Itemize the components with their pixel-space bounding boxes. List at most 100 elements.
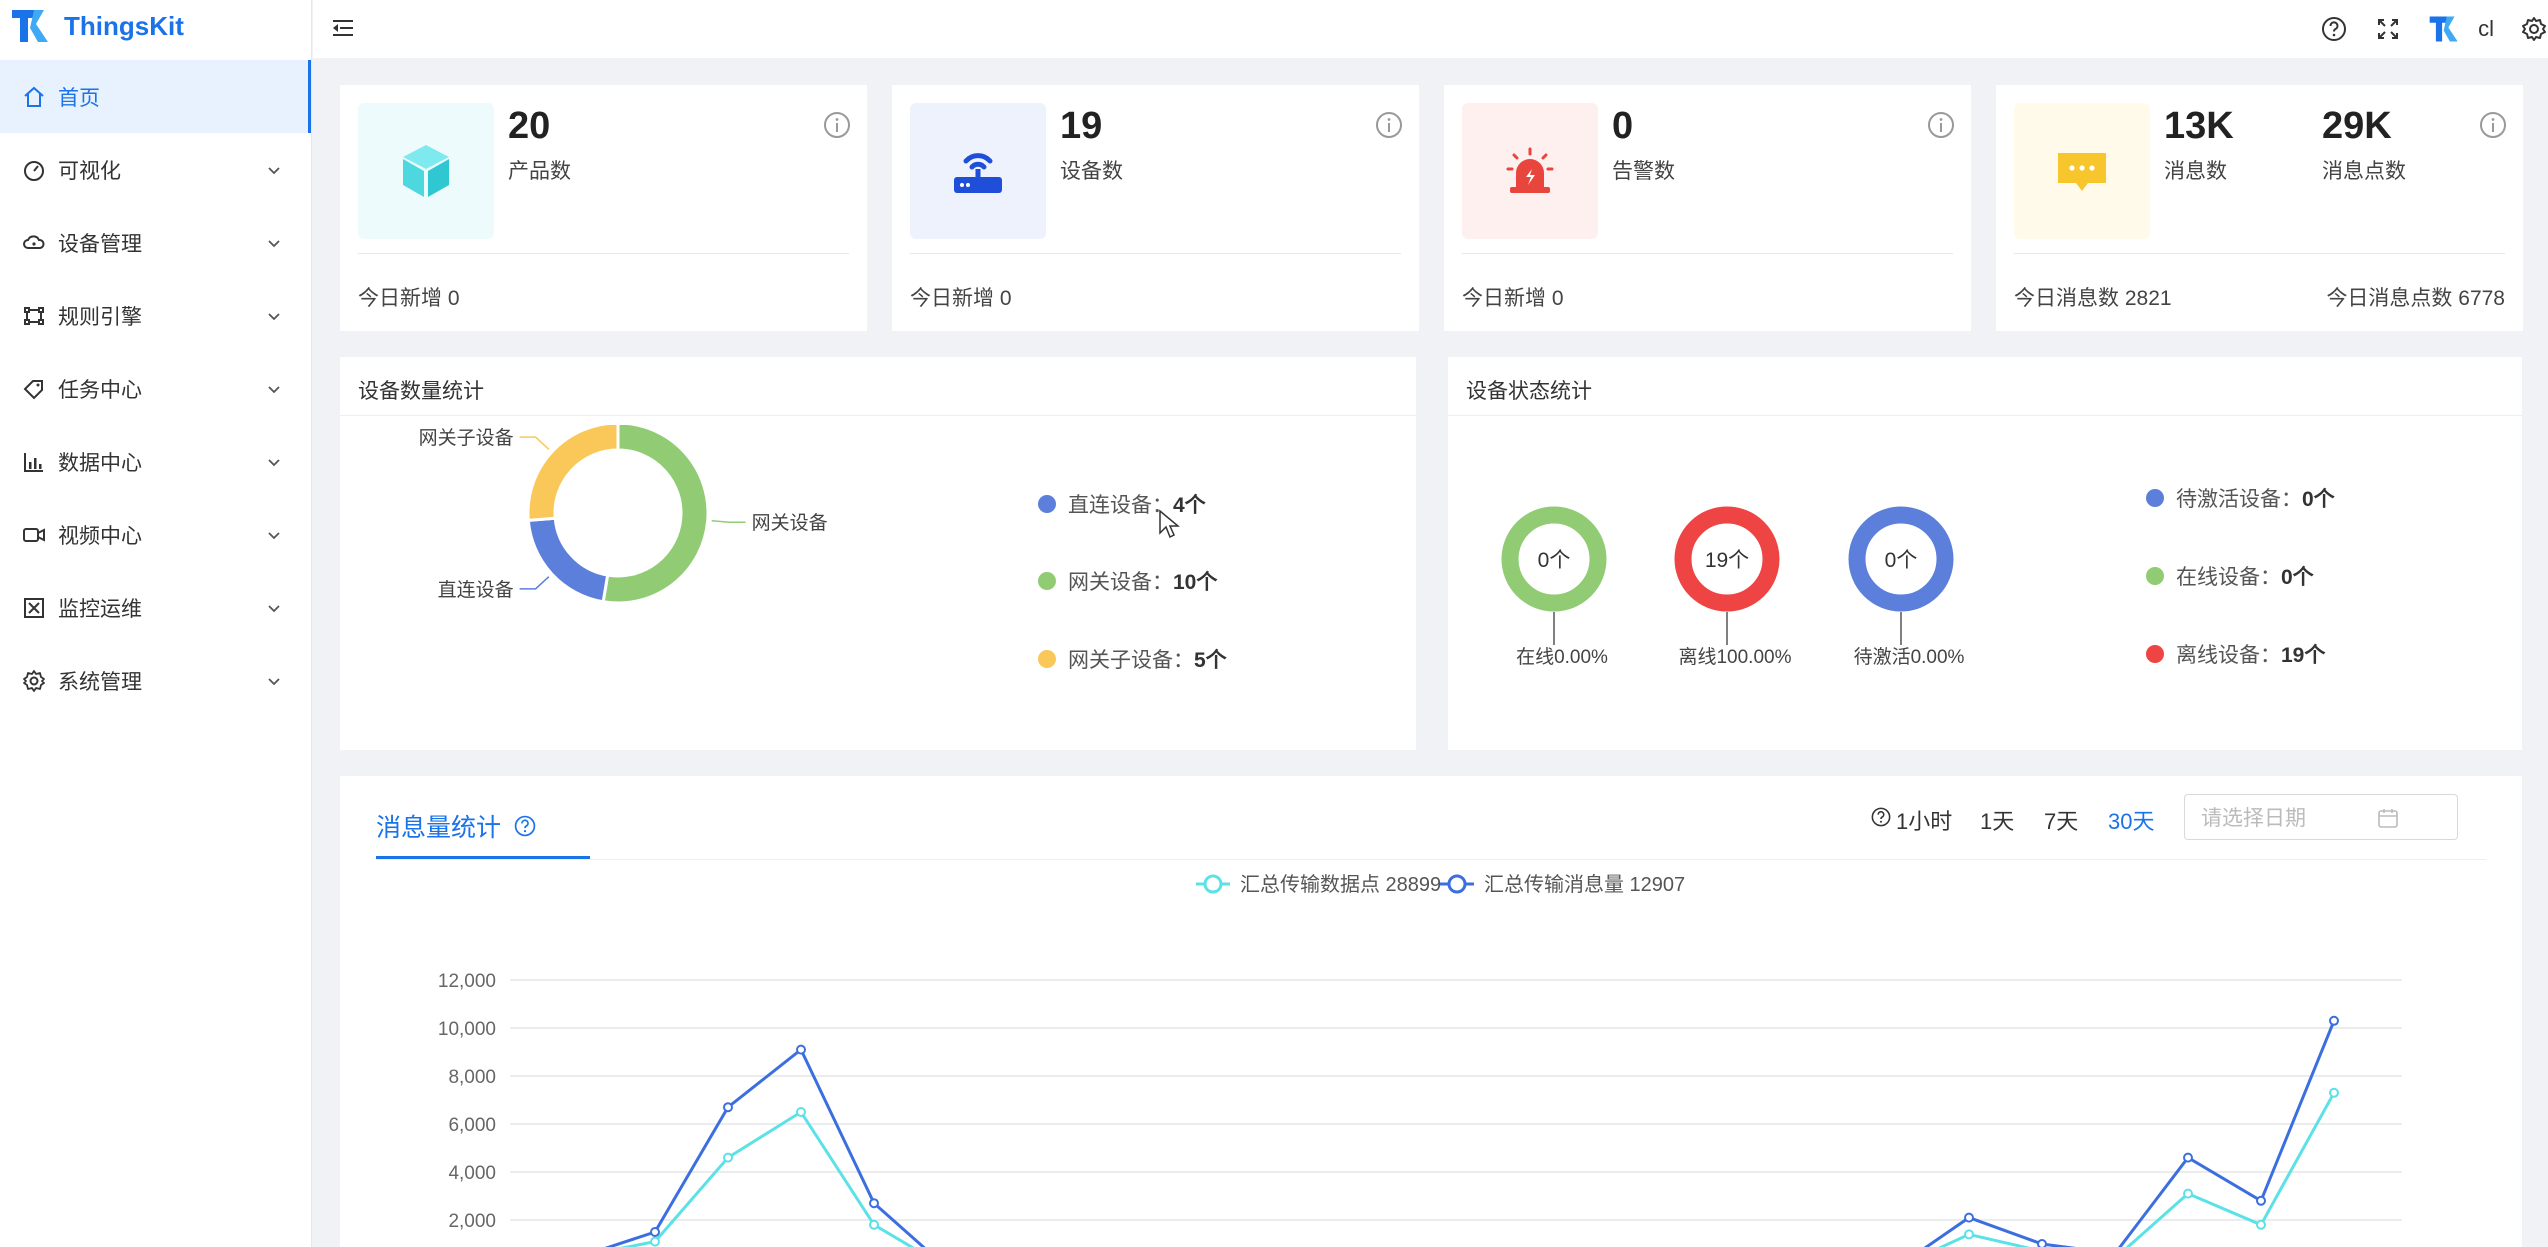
date-placeholder: 请选择日期 bbox=[2201, 807, 2306, 830]
pie-label: 直连设备 bbox=[438, 579, 514, 601]
help-icon[interactable] bbox=[2320, 15, 2348, 43]
alarm-stat-card: 0 告警数 今日新增 0 bbox=[1444, 85, 1971, 331]
sidebar-item-2[interactable]: 设备管理 bbox=[0, 206, 311, 279]
sidebar-item-1[interactable]: 可视化 bbox=[0, 133, 311, 206]
status-ring bbox=[1674, 506, 1780, 612]
monitor-icon bbox=[24, 597, 44, 618]
home-icon bbox=[24, 86, 44, 107]
tag-icon bbox=[23, 379, 43, 399]
legend-label: 网关子设备： bbox=[1068, 649, 1194, 672]
range-1h[interactable]: 1小时 bbox=[1896, 809, 1953, 834]
range-30d[interactable]: 30天 bbox=[2108, 809, 2155, 834]
sidebar-item-0[interactable]: 首页 bbox=[0, 60, 311, 133]
divider bbox=[376, 859, 2486, 860]
device-count: 19 bbox=[1060, 105, 1103, 147]
legend-label: 汇总传输消息量 12907 bbox=[1484, 873, 1685, 896]
info-icon[interactable] bbox=[1375, 111, 1403, 139]
data-point bbox=[2256, 1219, 2266, 1230]
legend-item: 网关子设备： 5个 bbox=[1038, 644, 1227, 674]
gear-icon bbox=[23, 669, 45, 692]
status-ring bbox=[1501, 506, 1607, 612]
alarm-count-label: 告警数 bbox=[1612, 160, 1675, 183]
data-point bbox=[2329, 1087, 2339, 1098]
message-stat-panel: 消息量统计 1小时 1天 7天 30天 请选择日期 汇总传输数据点 28899 汇… bbox=[340, 776, 2522, 1247]
pie-slice bbox=[601, 425, 710, 605]
legend-label: 待激活设备： bbox=[2176, 488, 2302, 511]
data-point bbox=[796, 1044, 806, 1055]
data-point bbox=[2183, 1152, 2193, 1163]
video-icon bbox=[23, 527, 45, 542]
legend-dot bbox=[1038, 495, 1056, 513]
product-today: 今日新增 0 bbox=[358, 287, 460, 310]
sidebar-item-4[interactable]: 任务中心 bbox=[0, 352, 311, 425]
legend-label: 离线设备： bbox=[2176, 644, 2281, 667]
sidebar-item-label: 规则引擎 bbox=[58, 305, 142, 329]
ring-center-value: 0个 bbox=[1885, 549, 1918, 572]
sidebar-item-3[interactable]: 规则引擎 bbox=[0, 279, 311, 352]
bar-chart-icon bbox=[24, 452, 43, 472]
pie-label-line bbox=[519, 436, 550, 450]
fullscreen-icon[interactable] bbox=[2374, 15, 2402, 43]
ring-center-value: 0个 bbox=[1538, 549, 1571, 572]
message-count-label: 消息数 bbox=[2164, 160, 2227, 183]
alarm-today: 今日新增 0 bbox=[1462, 287, 1564, 310]
ring-caption: 待激活0.00% bbox=[1854, 646, 1965, 668]
sidebar-item-5[interactable]: 数据中心 bbox=[0, 425, 311, 498]
chevron-down-icon bbox=[268, 385, 280, 393]
help-icon[interactable] bbox=[513, 814, 537, 838]
legend-dot bbox=[2146, 489, 2164, 507]
series-line bbox=[604, 1020, 2336, 1247]
legend-item: 待激活设备： 0个 bbox=[2146, 483, 2335, 513]
pie-label-line bbox=[711, 520, 746, 523]
data-point bbox=[2256, 1195, 2266, 1206]
tab-message-stats[interactable]: 消息量统计 bbox=[376, 808, 537, 844]
help-icon[interactable] bbox=[1870, 806, 1892, 828]
data-point bbox=[869, 1219, 879, 1230]
data-point bbox=[1964, 1212, 1974, 1223]
chevron-down-icon bbox=[268, 239, 280, 247]
range-1d[interactable]: 1天 bbox=[1980, 809, 2015, 834]
range-7d[interactable]: 7天 bbox=[2044, 809, 2079, 834]
cloud-device-icon bbox=[23, 234, 45, 249]
divider bbox=[1448, 415, 2522, 416]
date-picker-input[interactable]: 请选择日期 bbox=[2184, 794, 2458, 840]
sidebar-item-label: 系统管理 bbox=[58, 670, 142, 694]
user-name[interactable]: cl bbox=[2478, 16, 2494, 41]
sidebar-item-label: 视频中心 bbox=[58, 524, 142, 548]
message-today: 今日消息数 2821 bbox=[2014, 287, 2172, 310]
data-point bbox=[1964, 1229, 1974, 1240]
status-ring bbox=[1848, 506, 1954, 612]
info-icon[interactable] bbox=[2479, 111, 2507, 139]
menu-fold-icon[interactable] bbox=[329, 14, 357, 42]
logo[interactable]: ThingsKit bbox=[0, 0, 311, 52]
dashboard-icon bbox=[24, 160, 44, 181]
product-stat-card: 20 产品数 今日新增 0 bbox=[340, 85, 867, 331]
ring-caption: 在线0.00% bbox=[1516, 646, 1608, 668]
settings-gear-icon[interactable] bbox=[2520, 15, 2548, 43]
sidebar: ThingsKit 首页可视化设备管理规则引擎任务中心 数据中心视频中心监控运维系… bbox=[0, 0, 312, 1247]
legend-value: 4个 bbox=[1173, 494, 1206, 517]
data-point bbox=[2183, 1188, 2193, 1199]
device-today: 今日新增 0 bbox=[910, 287, 1012, 310]
product-count: 20 bbox=[508, 105, 551, 147]
info-icon[interactable] bbox=[1927, 111, 1955, 139]
message-stat-card: 13K 消息数 29K 消息点数 今日消息数 2821 今日消息点数 6778 bbox=[1996, 85, 2523, 331]
chart-legend-item: 汇总传输消息量 12907 bbox=[1440, 873, 1685, 896]
sidebar-item-label: 可视化 bbox=[58, 159, 121, 183]
device-count-label: 设备数 bbox=[1060, 160, 1123, 183]
header-actions: cl bbox=[2320, 0, 2548, 58]
data-point bbox=[650, 1227, 660, 1237]
sidebar-item-6[interactable]: 视频中心 bbox=[0, 498, 311, 571]
sidebar-menu: 首页可视化设备管理规则引擎任务中心 数据中心视频中心监控运维系统管理 bbox=[0, 60, 311, 717]
legend-dot bbox=[2146, 645, 2164, 663]
sidebar-item-8[interactable]: 系统管理 bbox=[0, 644, 311, 717]
message-count: 13K bbox=[2164, 105, 2234, 147]
sidebar-item-7[interactable]: 监控运维 bbox=[0, 571, 311, 644]
info-icon[interactable] bbox=[823, 111, 851, 139]
tab-label: 消息量统计 bbox=[376, 814, 502, 842]
user-avatar-logo-icon[interactable] bbox=[2428, 15, 2464, 43]
legend-label: 在线设备： bbox=[2176, 566, 2281, 589]
chevron-down-icon bbox=[268, 166, 280, 174]
alarm-siren-icon bbox=[1462, 103, 1598, 239]
